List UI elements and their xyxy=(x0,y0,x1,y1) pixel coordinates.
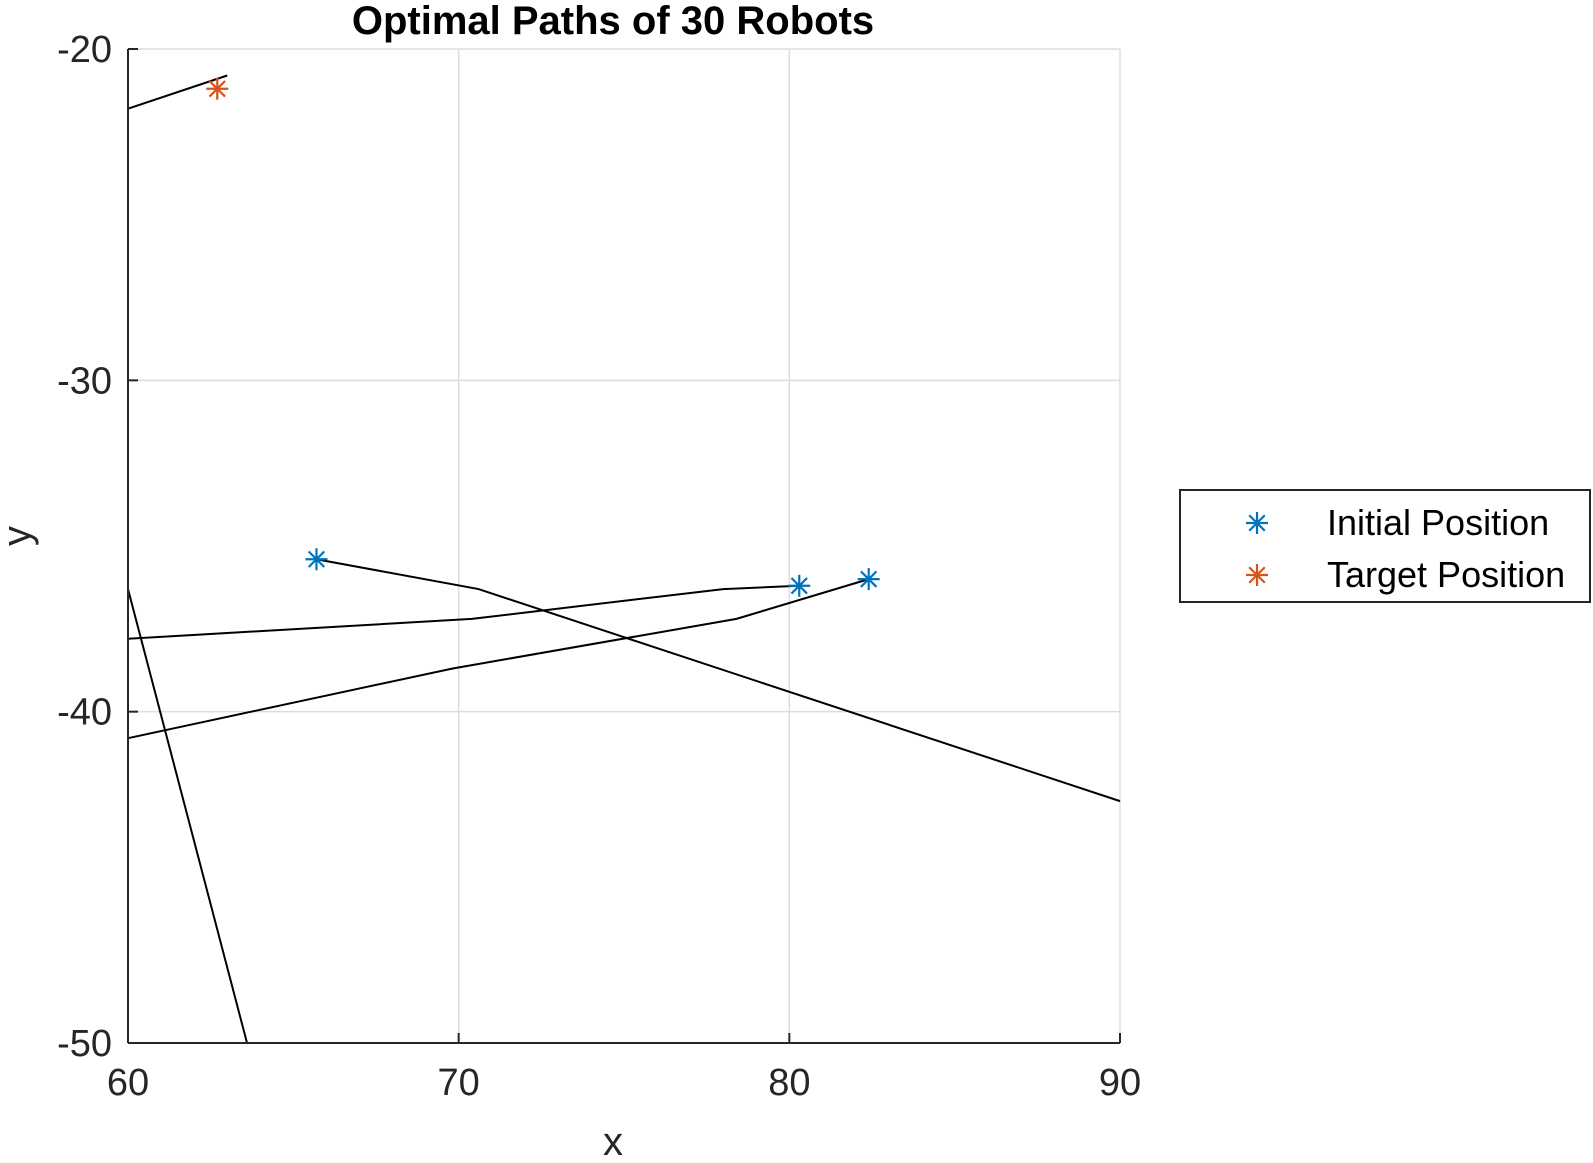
initial-position-marker xyxy=(857,568,880,591)
y-tick-label: -20 xyxy=(57,29,112,71)
x-tick-label: 90 xyxy=(1099,1062,1141,1104)
y-tick-label: -30 xyxy=(57,360,112,402)
y-tick-label: -40 xyxy=(57,692,112,734)
x-axis-label: x xyxy=(603,1120,623,1163)
initial-position-marker xyxy=(788,574,811,597)
x-tick-label: 60 xyxy=(107,1062,149,1104)
legend-target-asterisk xyxy=(1246,564,1268,586)
y-tick-label: -50 xyxy=(57,1023,112,1065)
legend-target-marker xyxy=(1246,564,1268,586)
robot-path xyxy=(127,74,228,110)
legend-target-label: Target Position xyxy=(1327,554,1565,595)
robot-path xyxy=(127,588,249,1044)
robot-paths xyxy=(127,74,1121,1044)
axes xyxy=(127,48,1121,1044)
chart-title: Optimal Paths of 30 Robots xyxy=(352,0,874,43)
robot-path xyxy=(127,578,869,740)
x-tick-label: 70 xyxy=(438,1062,480,1104)
legend: Initial Position Target Position xyxy=(1179,489,1591,603)
grid xyxy=(127,48,1121,1044)
legend-initial-label: Initial Position xyxy=(1327,502,1549,543)
legend-initial-marker xyxy=(1246,512,1268,534)
position-markers xyxy=(206,77,880,597)
tick-labels: 60 70 80 90 -50 -40 -30 -20 xyxy=(57,29,1141,1104)
x-tick-label: 80 xyxy=(768,1062,810,1104)
target-position-marker xyxy=(206,77,229,100)
legend-initial-asterisk xyxy=(1246,512,1268,534)
legend-box xyxy=(1179,489,1591,603)
robot-path xyxy=(127,584,800,640)
y-axis-label: y xyxy=(0,526,39,546)
initial-position-marker xyxy=(305,548,328,571)
robot-path xyxy=(316,558,1121,803)
